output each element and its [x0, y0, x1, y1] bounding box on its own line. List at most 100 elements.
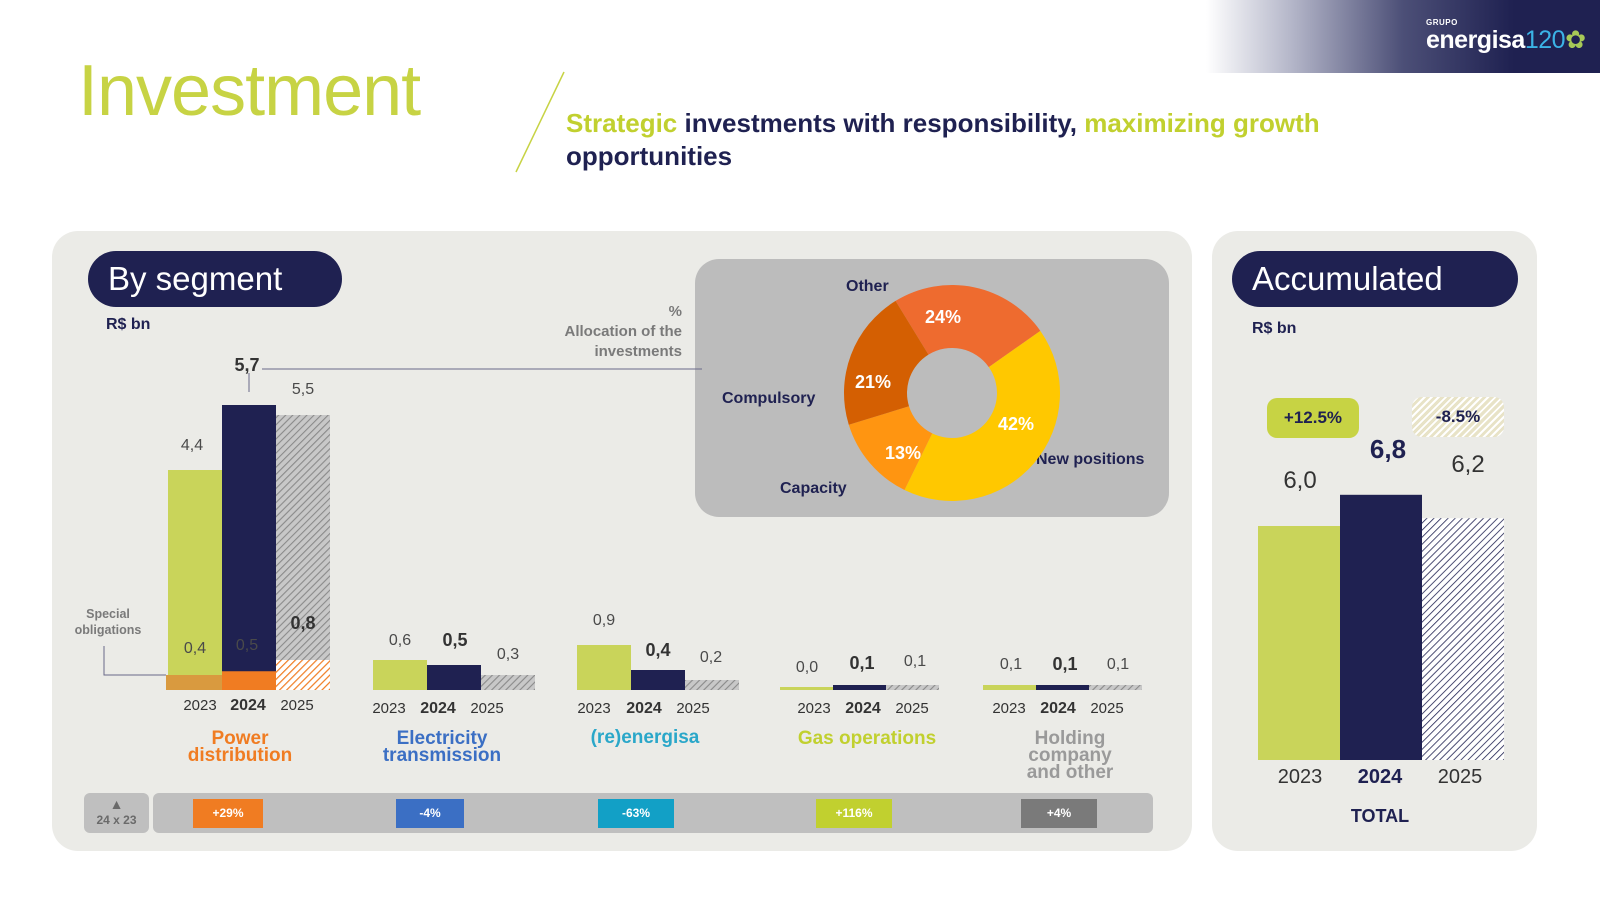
- bar-2024-3: [833, 685, 886, 690]
- subtitle-part-4: opportunities: [566, 141, 733, 171]
- triangle-up-icon: ▲: [109, 796, 124, 812]
- accumulated-value: 6,8: [1369, 434, 1407, 464]
- year-label: 2025: [676, 700, 710, 717]
- bar-2024-0: [222, 405, 276, 690]
- accumulated-total-label: TOTAL: [1350, 806, 1410, 826]
- bar-2023-4: [983, 685, 1036, 690]
- subtitle-part-3: maximizing growth: [1084, 108, 1320, 138]
- bar-value: 0,0: [795, 659, 819, 676]
- bar-value: 0,6: [388, 632, 412, 649]
- donut-slice-0: [895, 285, 1041, 368]
- year-label: 2024: [626, 700, 662, 717]
- page-title: Investment: [78, 51, 421, 131]
- by-segment-pill: By segment: [88, 251, 342, 307]
- year-label: 2025: [470, 700, 504, 717]
- year-label: 2024: [845, 700, 881, 717]
- segment-name-reenergisa: (re)energisa: [590, 727, 700, 748]
- accumulated-year: 2025: [1437, 766, 1483, 788]
- allocation-connector: [262, 368, 702, 370]
- special-obligations-bar-2025: [276, 660, 330, 690]
- bar-value: 0,5: [442, 630, 468, 650]
- variation-badge-transmission: -4%: [396, 799, 464, 828]
- subtitle-part-1: Strategic: [566, 108, 678, 138]
- bar-2023-2: [577, 645, 631, 690]
- segment-name-gas-operations: Gas operations: [797, 728, 937, 749]
- segment-name-electricity-transmission: Electricity transmission: [382, 728, 502, 766]
- year-label: 2025: [1090, 700, 1124, 717]
- accumulated-value: 6,2: [1451, 451, 1485, 478]
- comparison-tag-text: 24 x 23: [96, 813, 137, 827]
- donut-slice-3: [843, 300, 929, 425]
- logo-band: [1206, 0, 1600, 73]
- year-label: 2024: [1040, 700, 1076, 717]
- accumulated-value: 6,0: [1283, 467, 1317, 494]
- subtitle-part-2: investments with responsibility,: [677, 108, 1085, 138]
- segment-unit-label: R$ bn: [106, 316, 151, 333]
- donut-label-capacity: Capacity: [780, 480, 847, 497]
- bar-value: 5,5: [291, 381, 315, 398]
- bar-2023-1: [373, 660, 427, 690]
- growth-badge: +12.5%: [1267, 398, 1359, 438]
- donut-pct-compulsory: 21%: [855, 372, 892, 392]
- donut-pct-capacity: 13%: [885, 443, 922, 463]
- bar-value: 0,1: [903, 653, 927, 670]
- bar-2024-4: [1036, 685, 1089, 690]
- variation-badge-gas: +116%: [816, 799, 892, 828]
- logo-group-text: GRUPO: [1426, 18, 1458, 27]
- segment-bars: [166, 405, 1142, 690]
- year-label: 2024: [230, 697, 266, 714]
- allocation-label: % Allocation of the investments: [520, 302, 683, 362]
- year-label: 2023: [992, 700, 1026, 717]
- bar-2024-2: [631, 670, 685, 690]
- logo-number: 120: [1524, 26, 1566, 54]
- allocation-donut: [843, 285, 1060, 502]
- bar-2025-2: [685, 680, 739, 690]
- bar-value: 0,1: [999, 656, 1023, 673]
- special-obligations-bar-2024: [222, 671, 276, 690]
- accumulated-bar-2025: [1422, 518, 1504, 760]
- allocation-pct-sign: %: [668, 303, 682, 320]
- divider-slash: [515, 71, 565, 173]
- donut-slice-1: [904, 330, 1060, 502]
- leaf-icon: ✿: [1565, 26, 1586, 54]
- variation-badge-holding: +4%: [1021, 799, 1097, 828]
- donut-label-other: Other: [846, 278, 889, 295]
- accumulated-year: 2023: [1277, 766, 1323, 788]
- bar-value: 0,4: [645, 640, 671, 660]
- special-obligations-bar-2023: [166, 675, 222, 690]
- bar-value: 0,9: [592, 612, 616, 629]
- donut-slice-2: [848, 406, 933, 490]
- accumulated-bar-2023: [1258, 526, 1340, 760]
- bar-value: 5,7: [234, 355, 260, 375]
- variation-badge-power: +29%: [193, 799, 263, 828]
- logo-name: energisa: [1426, 26, 1525, 54]
- year-label: 2025: [280, 697, 314, 714]
- bar-value: 0,3: [496, 646, 520, 663]
- donut-pct-other: 24%: [925, 307, 962, 327]
- comparison-tag: ▲ 24 x 23: [84, 793, 149, 833]
- accumulated-pill: Accumulated: [1232, 251, 1518, 307]
- bar-value: 0,1: [849, 653, 875, 673]
- year-label: 2023: [577, 700, 611, 717]
- donut-label-new-positions: New positions: [1036, 451, 1145, 468]
- special-obligations-leader: [103, 646, 166, 676]
- bar-value: 0,1: [1106, 656, 1130, 673]
- decline-badge: -8.5%: [1412, 397, 1504, 437]
- year-label: 2023: [797, 700, 831, 717]
- bar-2025-0: [276, 415, 330, 690]
- year-label: 2025: [895, 700, 929, 717]
- donut-label-compulsory: Compulsory: [722, 390, 816, 407]
- bar-2025-3: [886, 685, 939, 690]
- special-value: 0,4: [183, 640, 207, 657]
- bar-2024-1: [427, 665, 481, 690]
- year-label: 2023: [372, 700, 406, 717]
- variation-badge-reenergisa: -63%: [598, 799, 674, 828]
- accumulated-unit-label: R$ bn: [1252, 320, 1297, 337]
- special-value: 0,5: [235, 637, 259, 654]
- segment-name-holding-company: Holding company and other: [1026, 728, 1114, 783]
- year-label: 2024: [420, 700, 456, 717]
- year-label: 2023: [183, 697, 217, 714]
- bar-2025-4: [1089, 685, 1142, 690]
- accumulated-year: 2024: [1357, 766, 1403, 788]
